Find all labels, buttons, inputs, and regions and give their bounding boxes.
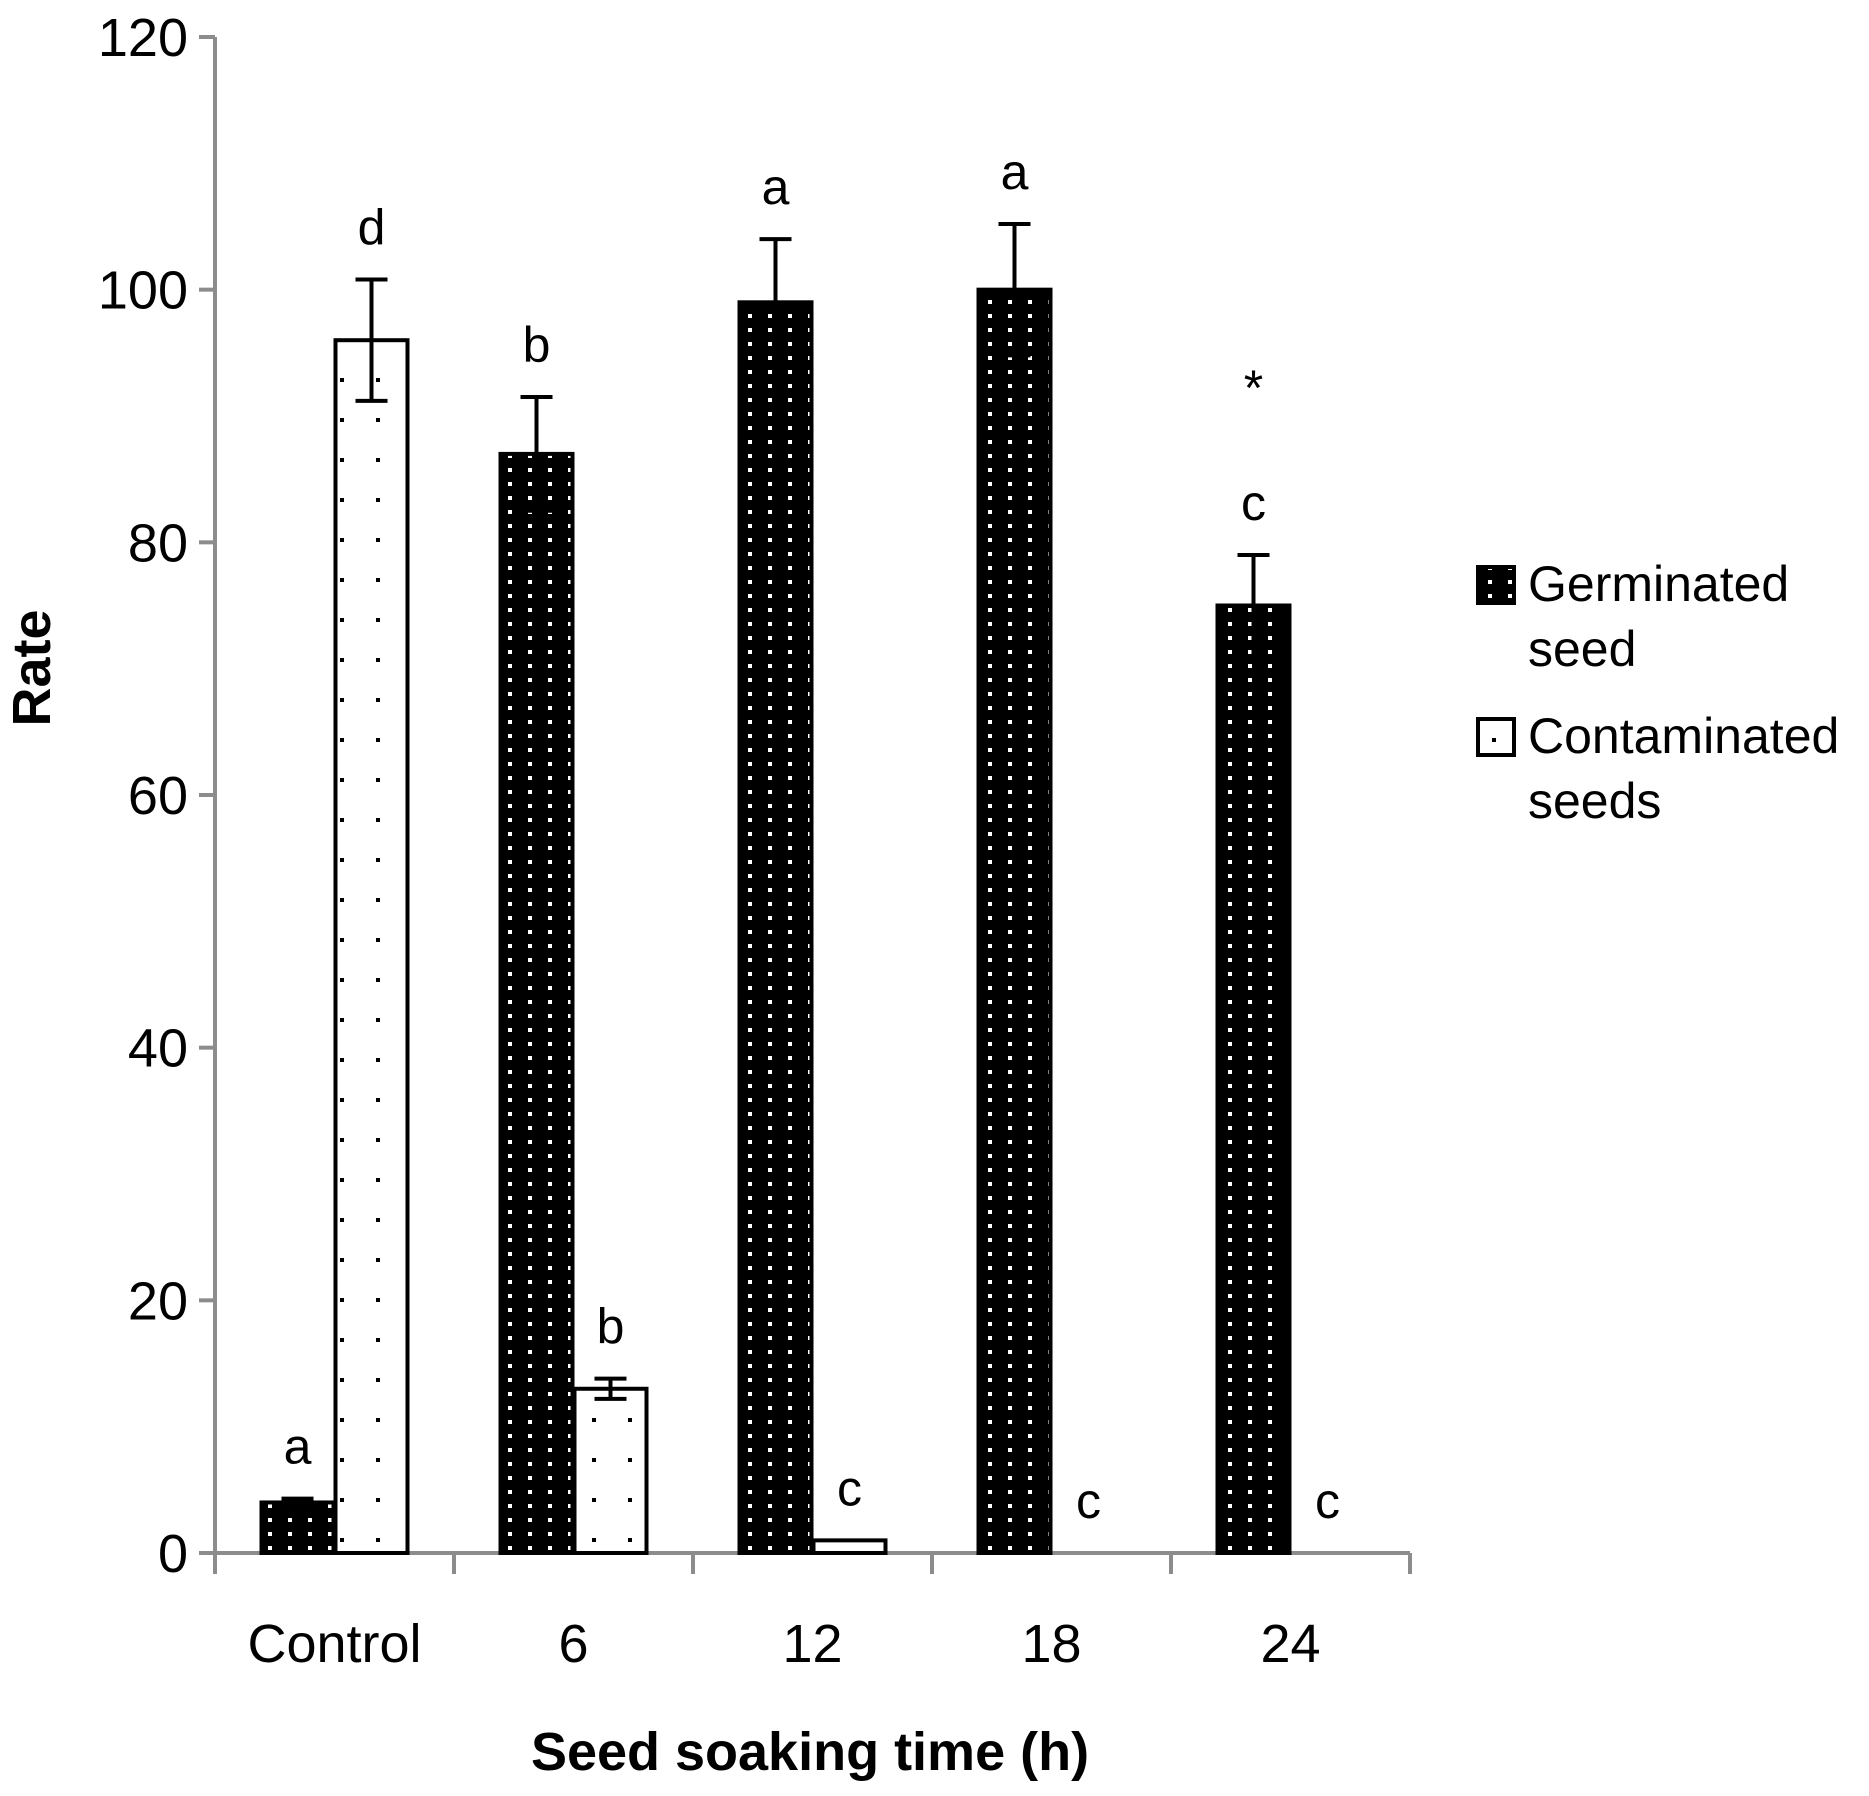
y-tick-label: 20 [128,1271,188,1331]
significance-label: d [358,200,386,256]
legend-swatch-contaminated [1476,717,1516,757]
legend-swatch-germinated [1476,565,1516,605]
plot-area: 0 20 40 60 80 100 120 Control 6 12 18 24 a b a a c d b c c c * [98,8,1412,1674]
legend-label-germinated: seed [1528,621,1636,677]
y-axis-title: Rate [2,609,62,726]
y-tick-label: 120 [98,8,188,68]
bar-contaminated [811,1538,888,1556]
y-tick-label: 100 [98,261,188,321]
bar-germinated [737,300,814,1555]
legend: Germinated seed Contaminated seeds [1476,556,1839,829]
significance-label: c [1241,475,1266,531]
bar-germinated [259,1500,336,1556]
x-tick-label: 6 [558,1614,588,1674]
bar-contaminated [333,338,410,1556]
significance-label: c [837,1460,862,1516]
legend-label-contaminated: seeds [1528,773,1661,829]
x-tick-label: 18 [1021,1614,1081,1674]
bar-germinated [498,451,575,1555]
y-tick-label: 40 [128,1019,188,1079]
legend-label-contaminated: Contaminated [1528,708,1839,764]
x-tick-label: 24 [1260,1614,1320,1674]
y-tick-label: 60 [128,766,188,826]
bar-germinated [976,287,1053,1556]
significance-label: b [597,1299,625,1355]
x-tick-label: 12 [782,1614,842,1674]
bar-germinated [1215,603,1292,1555]
significance-label: a [762,159,790,215]
x-axis-title: Seed soaking time (h) [531,1722,1089,1782]
significance-label: a [1001,144,1029,200]
y-tick-label: 80 [128,513,188,573]
y-tick-label: 0 [158,1524,188,1584]
significance-label: c [1076,1473,1101,1529]
significance-label: c [1315,1473,1340,1529]
bar-contaminated [572,1386,649,1556]
significance-asterisk: * [1244,360,1263,416]
significance-label: a [284,1419,312,1475]
x-tick-label: Control [247,1614,421,1674]
legend-label-germinated: Germinated [1528,556,1789,612]
significance-label: b [523,317,551,373]
